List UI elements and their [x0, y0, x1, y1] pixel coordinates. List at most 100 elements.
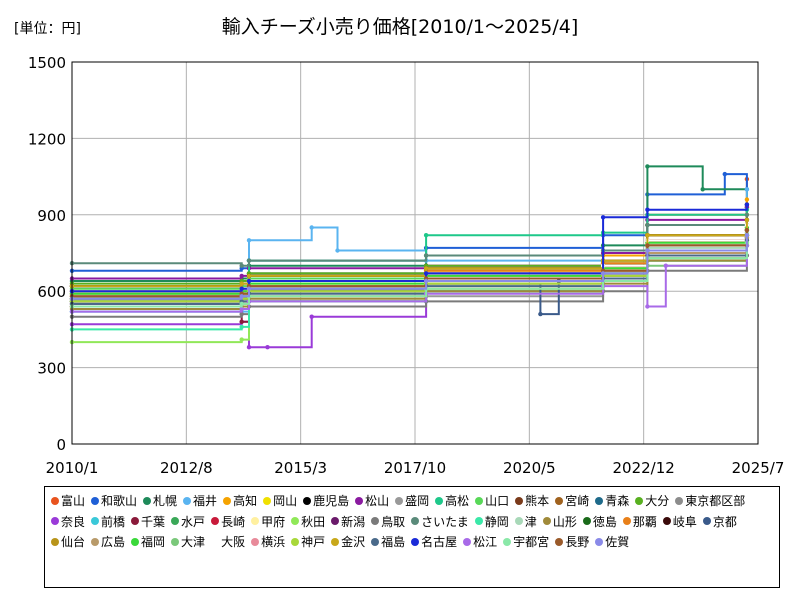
- legend-item: 熊本: [515, 491, 549, 512]
- legend-label: 鳥取: [381, 514, 406, 529]
- data-point: [246, 238, 252, 243]
- legend-marker: [371, 537, 380, 546]
- data-point: [744, 202, 750, 207]
- legend-marker: [263, 496, 272, 505]
- y-tick-label: 1500: [28, 54, 66, 72]
- legend-label: 大阪: [221, 535, 246, 549]
- legend-label: 水戸: [181, 514, 206, 529]
- data-point: [246, 278, 252, 284]
- legend-marker: [331, 517, 340, 525]
- legend-marker: [475, 496, 484, 505]
- data-point: [423, 266, 429, 271]
- legend-item: さいたま: [411, 512, 469, 533]
- legend-item: 鹿児島: [303, 491, 349, 512]
- data-point: [744, 227, 750, 233]
- x-tick-label: 2015/3: [274, 459, 327, 477]
- legend-marker: [211, 517, 220, 525]
- legend-label: 盛岡: [405, 494, 430, 508]
- data-point: [600, 215, 606, 220]
- legend-label: 宇都宮: [513, 535, 550, 549]
- legend-label: 札幌: [153, 494, 178, 508]
- legend: 富山 和歌山 札幌 福井 高知 岡山 鹿児島 松山 盛岡 高松 山口 熊本 宮崎 青森 大分 東京都区部奈良前…: [44, 486, 780, 588]
- legend-item: 大阪: [211, 532, 245, 553]
- legend-marker: [555, 537, 564, 546]
- legend-marker: [395, 496, 404, 505]
- data-point: [600, 271, 606, 276]
- legend-label: 福井: [193, 494, 218, 508]
- legend-item: 神戸: [291, 532, 325, 553]
- legend-label: 福岡: [141, 535, 166, 549]
- data-point: [645, 248, 650, 253]
- unit-label: [単位：円]: [14, 21, 81, 37]
- legend-item: 新潟: [331, 512, 365, 533]
- series-金沢: [69, 217, 750, 289]
- series-さいたま: [69, 212, 750, 268]
- legend-label: さいたま: [421, 514, 469, 529]
- legend-item: 岡山: [263, 491, 297, 512]
- data-point: [663, 263, 668, 268]
- legend-label: 金沢: [341, 535, 366, 549]
- legend-label: 前橋: [101, 514, 126, 529]
- data-point: [335, 248, 340, 253]
- legend-item: 仙台: [51, 532, 85, 553]
- legend-label: 甲府: [261, 514, 286, 529]
- legend-label: 松山: [365, 494, 390, 508]
- legend-marker: [131, 537, 140, 546]
- data-point: [744, 187, 750, 192]
- legend-marker: [662, 517, 671, 525]
- x-tick-label: 2012/8: [160, 459, 213, 477]
- data-point: [645, 304, 650, 309]
- legend-marker: [635, 496, 644, 505]
- legend-marker: [131, 517, 140, 525]
- series-line: [72, 245, 748, 313]
- legend-label: 津: [524, 514, 537, 529]
- legend-item: 佐賀: [595, 532, 629, 553]
- data-point: [239, 294, 244, 299]
- data-point: [744, 197, 750, 202]
- data-point: [239, 337, 244, 342]
- legend-item: 青森: [595, 491, 629, 512]
- legend-marker: [223, 496, 232, 505]
- legend-marker: [622, 517, 631, 525]
- data-point: [239, 311, 244, 317]
- legend-label: 鹿児島: [313, 494, 350, 508]
- legend-marker: [51, 496, 59, 505]
- legend-marker: [582, 517, 591, 525]
- legend-marker: [171, 537, 180, 546]
- legend-marker: [51, 537, 59, 546]
- series-名古屋: [69, 202, 750, 294]
- legend-item: 富山: [51, 491, 85, 512]
- data-point: [239, 273, 244, 279]
- data-point: [645, 164, 650, 169]
- legend-item: 鳥取: [371, 512, 405, 533]
- legend-item: 長崎: [211, 512, 245, 533]
- legend-item: 山形: [542, 512, 577, 533]
- legend-marker: [514, 517, 523, 525]
- legend-marker: [503, 537, 512, 546]
- legend-label: 神戸: [301, 535, 326, 549]
- legend-marker: [251, 537, 260, 546]
- legend-marker: [251, 517, 260, 525]
- data-point: [423, 271, 429, 276]
- legend-item: 松江: [463, 532, 497, 553]
- legend-marker: [675, 496, 684, 505]
- legend-label: 千葉: [141, 514, 166, 529]
- legend-marker: [555, 496, 564, 505]
- data-point: [645, 222, 650, 228]
- legend-label: 熊本: [525, 494, 550, 508]
- legend-label: 高知: [233, 494, 258, 508]
- x-tick-label: 2010/1: [46, 459, 99, 477]
- legend-label: 高松: [445, 494, 470, 508]
- legend-item: 名古屋: [411, 532, 457, 553]
- data-point: [645, 207, 650, 212]
- legend-item: 千葉: [131, 512, 165, 533]
- legend-marker: [463, 537, 472, 546]
- data-point: [239, 263, 244, 268]
- legend-item: 宇都宮: [503, 532, 549, 553]
- legend-marker: [542, 517, 551, 525]
- legend-label: 横浜: [261, 535, 286, 549]
- legend-label: 秋田: [301, 514, 326, 529]
- legend-item: 盛岡: [395, 491, 429, 512]
- legend-item: 大津: [171, 532, 205, 553]
